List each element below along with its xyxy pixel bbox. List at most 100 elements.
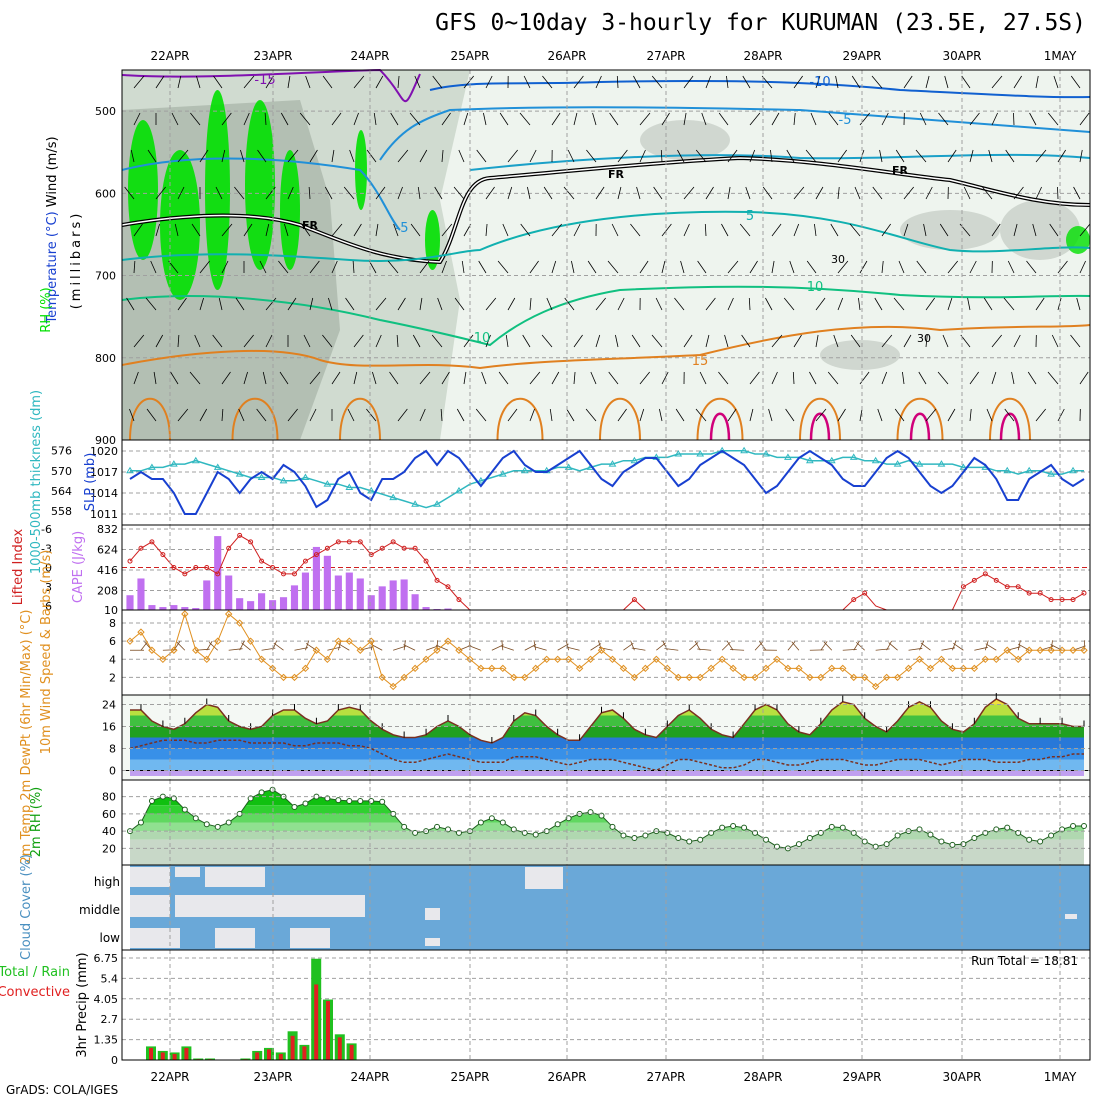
- cape-ylabel: CAPE (J/kg): [71, 531, 86, 603]
- rh-point: [839, 824, 846, 831]
- wind-speed-point: [1003, 646, 1011, 654]
- wind-barb: [1013, 223, 1018, 237]
- wind-barb: [353, 112, 359, 126]
- thickness-point: [871, 456, 880, 464]
- wind-barb-10m: [206, 640, 213, 651]
- cape-bar: [137, 578, 145, 610]
- date-bottom-29APR: 29APR: [842, 1070, 881, 1084]
- cape-bar: [258, 593, 266, 610]
- lifted-index-point: [631, 597, 637, 603]
- wind-barb: [639, 408, 645, 422]
- lifted-index-point: [357, 539, 363, 545]
- cape-bar: [411, 594, 419, 610]
- wind-barb: [551, 223, 562, 237]
- wind-barb: [375, 297, 387, 311]
- cape-bar: [422, 607, 430, 610]
- wind-barb: [903, 75, 913, 89]
- wind-barb: [396, 334, 399, 348]
- wind-barb: [527, 186, 531, 200]
- wind-speed-point: [1025, 646, 1033, 654]
- wind-barb: [324, 186, 333, 200]
- wind-barb: [410, 223, 421, 237]
- wind-barb: [724, 334, 729, 348]
- thickness-point: [257, 473, 266, 480]
- date-bottom-22APR: 22APR: [150, 1070, 189, 1084]
- temp-line: [130, 698, 1084, 744]
- lifted-index-point: [302, 558, 308, 564]
- temp-band-5: [130, 748, 1084, 760]
- wind-barb: [704, 223, 707, 237]
- wind-barb: [259, 260, 267, 274]
- wind-barb: [177, 186, 185, 200]
- wind-barb: [683, 334, 693, 348]
- wind-barb: [895, 149, 905, 163]
- wind-speed-point: [904, 664, 913, 673]
- isotherm-minus5a: [379, 106, 1091, 161]
- lifted-index-point: [182, 571, 188, 577]
- date-bottom-27APR: 27APR: [646, 1070, 685, 1084]
- wind-barb: [939, 223, 949, 237]
- wind-speed-point: [575, 664, 584, 673]
- wind-barb: [454, 297, 465, 311]
- wind-barb: [837, 149, 847, 163]
- rh-ytick-40: 40: [102, 825, 116, 838]
- wind-barb: [1057, 260, 1068, 274]
- precip-conv-bar: [302, 1046, 307, 1060]
- rh-point: [499, 819, 506, 826]
- cloud-clear-2: [205, 867, 265, 887]
- run-total: Run Total = 18.81: [971, 954, 1078, 968]
- wind-speed-point: [411, 664, 419, 673]
- wind-speed-point: [586, 655, 595, 664]
- thickness-point: [345, 483, 354, 491]
- wind-barb: [397, 75, 400, 89]
- wind-speed-point: [674, 673, 682, 682]
- wind-barb: [680, 260, 685, 274]
- wind-barb: [551, 260, 557, 274]
- wind-barb: [441, 371, 450, 385]
- wind-barb: [991, 371, 997, 385]
- wind-barb-10m: [533, 646, 547, 651]
- wind-barb: [461, 260, 465, 274]
- wind-barb: [745, 186, 751, 200]
- wind-barb: [771, 112, 780, 126]
- thickness-point: [959, 463, 968, 470]
- wind-ylabel: 10m Wind Speed & Barbs (m/s): [39, 550, 54, 755]
- wind-barb-10m: [820, 641, 828, 651]
- slp-ytick-1017: 1017: [90, 466, 118, 479]
- wind-barb: [1057, 149, 1066, 163]
- rh-band-2: [130, 813, 1084, 823]
- wind-barb: [1079, 371, 1089, 385]
- legend-temp: Temperature (°C): [45, 207, 60, 324]
- wind-speed-point: [235, 619, 244, 627]
- rh-point: [927, 831, 934, 838]
- rh-point: [795, 841, 802, 848]
- thk-ytick-564: 564: [51, 485, 72, 498]
- wind-barb: [375, 223, 379, 237]
- lifted-index-point: [204, 565, 210, 570]
- wind-speed-point: [981, 655, 990, 664]
- wind-barb: [221, 112, 232, 126]
- cloud-clear-8: [425, 908, 440, 920]
- isotherm-label-2: -5: [396, 221, 409, 236]
- wind-barb: [189, 371, 201, 385]
- rh-point: [401, 823, 408, 830]
- wind-barb: [810, 112, 817, 126]
- wind-barb: [303, 334, 311, 348]
- rh-band-0: [130, 789, 1084, 806]
- slp-ytick-1020: 1020: [90, 445, 118, 458]
- wind-barb: [499, 112, 509, 126]
- wind-barb-10m: [140, 641, 149, 651]
- wind-barb: [851, 75, 861, 89]
- page-title: GFS 0~10day 3-hourly for KURUMAN (23.5E,…: [435, 10, 1086, 36]
- wind-speed-point: [1058, 646, 1066, 654]
- cloud-clear-11: [1065, 914, 1077, 919]
- wind-barb: [761, 75, 773, 89]
- rh-point: [730, 822, 737, 829]
- lifted-index-point: [434, 577, 440, 583]
- isotherm-loop-8: [989, 397, 1031, 441]
- wind-barb: [353, 223, 362, 237]
- cloud-clear-4: [175, 895, 365, 917]
- wind-speed-point: [400, 673, 408, 682]
- lifted-index-point: [248, 539, 254, 545]
- wind-speed-point: [707, 664, 715, 673]
